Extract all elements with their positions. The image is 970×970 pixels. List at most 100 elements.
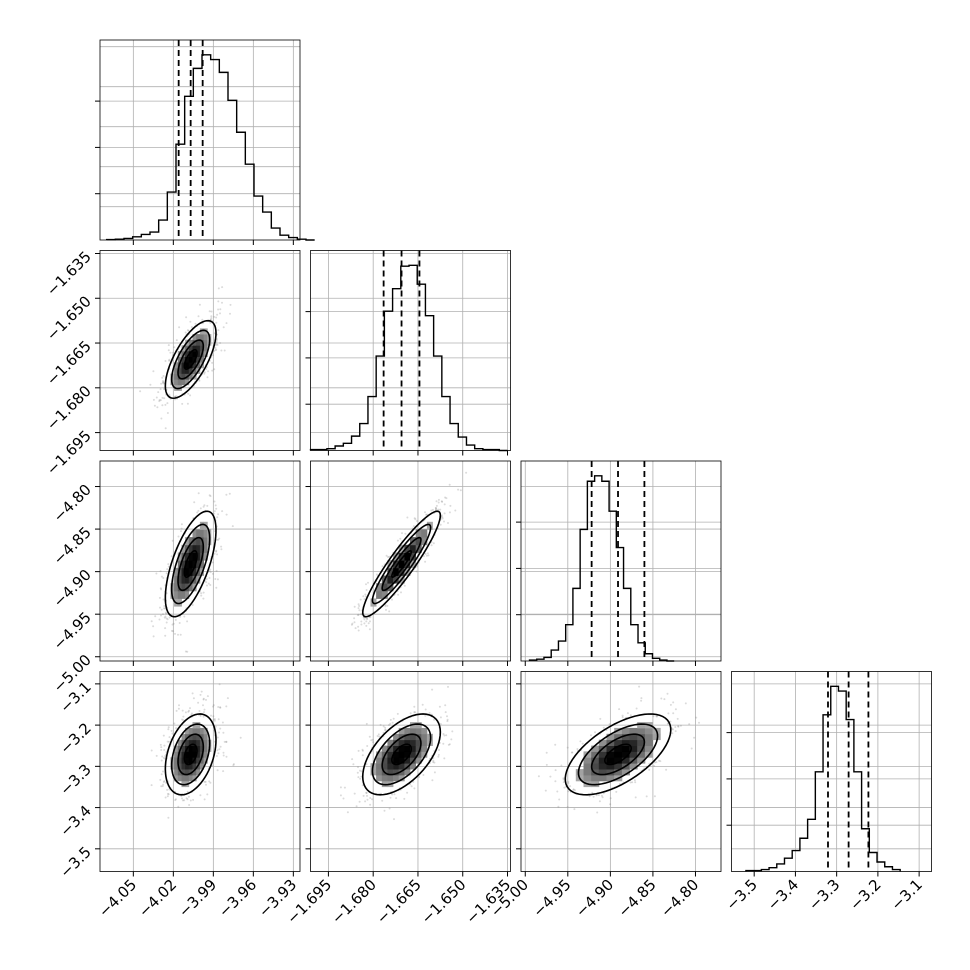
sample-point	[567, 782, 570, 785]
density-cell	[381, 590, 388, 599]
density-cell	[192, 739, 197, 746]
density-cell	[203, 745, 208, 752]
sample-point	[404, 532, 407, 535]
sample-point	[217, 287, 220, 290]
sample-point	[395, 797, 398, 800]
density-cell	[203, 351, 208, 357]
sample-point	[431, 508, 434, 511]
density-cell	[192, 733, 197, 741]
sample-point	[192, 798, 195, 801]
density-cell	[398, 727, 405, 735]
sample-point	[357, 766, 359, 769]
sample-point	[386, 604, 389, 607]
sample-point	[369, 803, 372, 806]
sample-point	[219, 706, 222, 709]
sample-point	[186, 620, 189, 623]
sample-point	[588, 795, 591, 798]
sample-point	[677, 725, 680, 728]
density-cell	[199, 733, 204, 741]
density-cell	[203, 544, 208, 553]
sample-point	[167, 563, 170, 566]
sample-point	[168, 736, 171, 739]
sample-point	[388, 610, 391, 613]
histogram-step-1	[309, 264, 508, 452]
sample-point	[187, 392, 190, 395]
sample-point	[448, 743, 451, 746]
sample-point	[626, 712, 629, 715]
sample-point	[162, 380, 164, 382]
sample-point	[202, 597, 205, 600]
density-cell	[393, 745, 400, 752]
sample-point	[399, 537, 402, 540]
hist-grid-2	[521, 521, 721, 616]
density-cell	[415, 751, 422, 758]
sample-point	[181, 402, 184, 405]
sample-point	[168, 616, 171, 619]
sample-point	[560, 764, 563, 767]
sample-point	[211, 764, 214, 767]
density-cell	[188, 351, 193, 357]
density-cell	[196, 727, 201, 735]
density-cell	[203, 739, 208, 746]
sample-point	[189, 394, 192, 397]
contour-line-3-1-3	[361, 713, 442, 796]
sample-point	[432, 542, 435, 545]
sample-point	[215, 321, 218, 324]
sample-point	[164, 796, 167, 799]
sample-point	[360, 770, 363, 773]
sample-point	[571, 751, 574, 754]
sample-point	[163, 780, 166, 783]
sample-point	[361, 754, 364, 757]
density-cell	[376, 583, 383, 592]
sample-point	[590, 734, 592, 737]
sample-point	[621, 714, 624, 717]
density-cell	[404, 745, 411, 752]
sample-point	[365, 792, 368, 794]
sample-point	[597, 794, 600, 797]
sample-point	[441, 516, 444, 519]
sample-point	[160, 575, 163, 578]
sample-point	[159, 743, 162, 746]
sample-point	[359, 769, 361, 772]
density-cell	[181, 769, 186, 776]
sample-point	[631, 781, 634, 784]
sample-point	[218, 731, 220, 734]
density-cell	[376, 775, 383, 782]
density-cell	[583, 757, 592, 764]
sample-point	[439, 508, 442, 511]
sample-point	[391, 721, 394, 724]
sample-point	[171, 351, 174, 354]
sample-point	[186, 402, 189, 405]
density-cell	[393, 733, 400, 741]
sample-point	[217, 706, 220, 708]
sample-point	[191, 604, 194, 606]
sample-point	[576, 748, 579, 750]
sample-point	[232, 763, 235, 766]
x-tick-label: −4.02	[135, 876, 180, 921]
sample-point	[217, 300, 220, 303]
y-tick-label: −1.635	[43, 248, 95, 300]
sample-point	[357, 629, 360, 632]
sample-point	[166, 792, 169, 795]
sample-point	[342, 797, 345, 800]
density-cell	[381, 763, 388, 770]
sample-point	[676, 717, 679, 720]
sample-point	[608, 723, 611, 726]
contour-line-3-2-1	[590, 733, 646, 776]
sample-point	[368, 628, 371, 631]
sample-point	[440, 500, 443, 503]
density-cell	[199, 560, 204, 569]
sample-point	[165, 617, 168, 620]
sample-point	[177, 805, 180, 808]
density-cell	[421, 537, 428, 546]
sample-point	[170, 555, 173, 558]
sample-point	[188, 709, 190, 712]
sample-point	[424, 560, 427, 563]
density-cell	[177, 775, 182, 782]
sample-point	[566, 746, 569, 749]
sample-point	[162, 381, 165, 384]
contour-line-3-0-0	[183, 743, 198, 766]
sample-point	[640, 699, 643, 702]
density-cell	[188, 575, 193, 584]
sample-point	[435, 507, 437, 510]
